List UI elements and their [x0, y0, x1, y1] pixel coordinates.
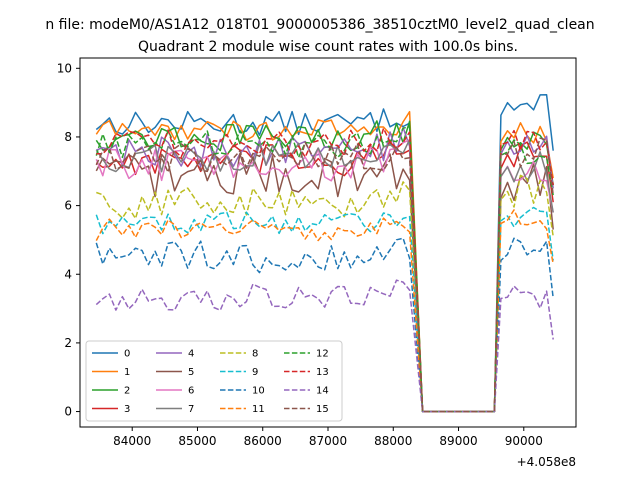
legend-label-7: 7 [188, 404, 194, 415]
series-line-11 [95, 209, 554, 413]
series-line-15 [95, 137, 554, 413]
legend-label-1: 1 [124, 367, 130, 378]
x-tick-label: 86000 [244, 434, 282, 448]
x-offset-label: +4.058e8 [517, 455, 576, 469]
legend-label-3: 3 [124, 404, 130, 415]
series-line-12 [95, 125, 554, 413]
y-tick-label: 2 [64, 336, 72, 350]
legend-label-12: 12 [316, 349, 329, 360]
plot-lines [95, 94, 554, 413]
legend-label-8: 8 [252, 349, 258, 360]
x-axis: 84000 85000 86000 87000 88000 89000 90000 [113, 427, 543, 448]
y-tick-label: 8 [64, 130, 72, 144]
y-tick-label: 10 [57, 61, 72, 75]
legend-label-5: 5 [188, 367, 194, 378]
chart-title: Quadrant 2 module wise count rates with … [138, 39, 518, 55]
x-tick-label: 88000 [374, 434, 412, 448]
figure-suptitle: n file: modeM0/AS1A12_018T01_9000005386_… [45, 17, 594, 33]
legend-label-15: 15 [316, 404, 329, 415]
legend-label-9: 9 [252, 367, 258, 378]
legend-label-4: 4 [188, 349, 194, 360]
y-tick-label: 4 [64, 267, 72, 281]
legend-label-2: 2 [124, 386, 130, 397]
legend-label-13: 13 [316, 367, 329, 378]
x-tick-label: 89000 [439, 434, 477, 448]
legend-label-6: 6 [188, 386, 194, 397]
legend-box [85, 340, 343, 422]
legend-label-0: 0 [124, 349, 130, 360]
x-tick-label: 87000 [309, 434, 347, 448]
x-tick-label: 85000 [178, 434, 216, 448]
y-tick-label: 0 [64, 405, 72, 419]
legend-label-10: 10 [252, 386, 265, 397]
x-tick-label: 84000 [113, 434, 151, 448]
y-tick-label: 6 [64, 199, 72, 213]
legend-label-14: 14 [316, 386, 329, 397]
legend-label-11: 11 [252, 404, 265, 415]
x-tick-label: 90000 [505, 434, 543, 448]
y-axis: 0 2 4 6 8 10 [57, 61, 80, 419]
